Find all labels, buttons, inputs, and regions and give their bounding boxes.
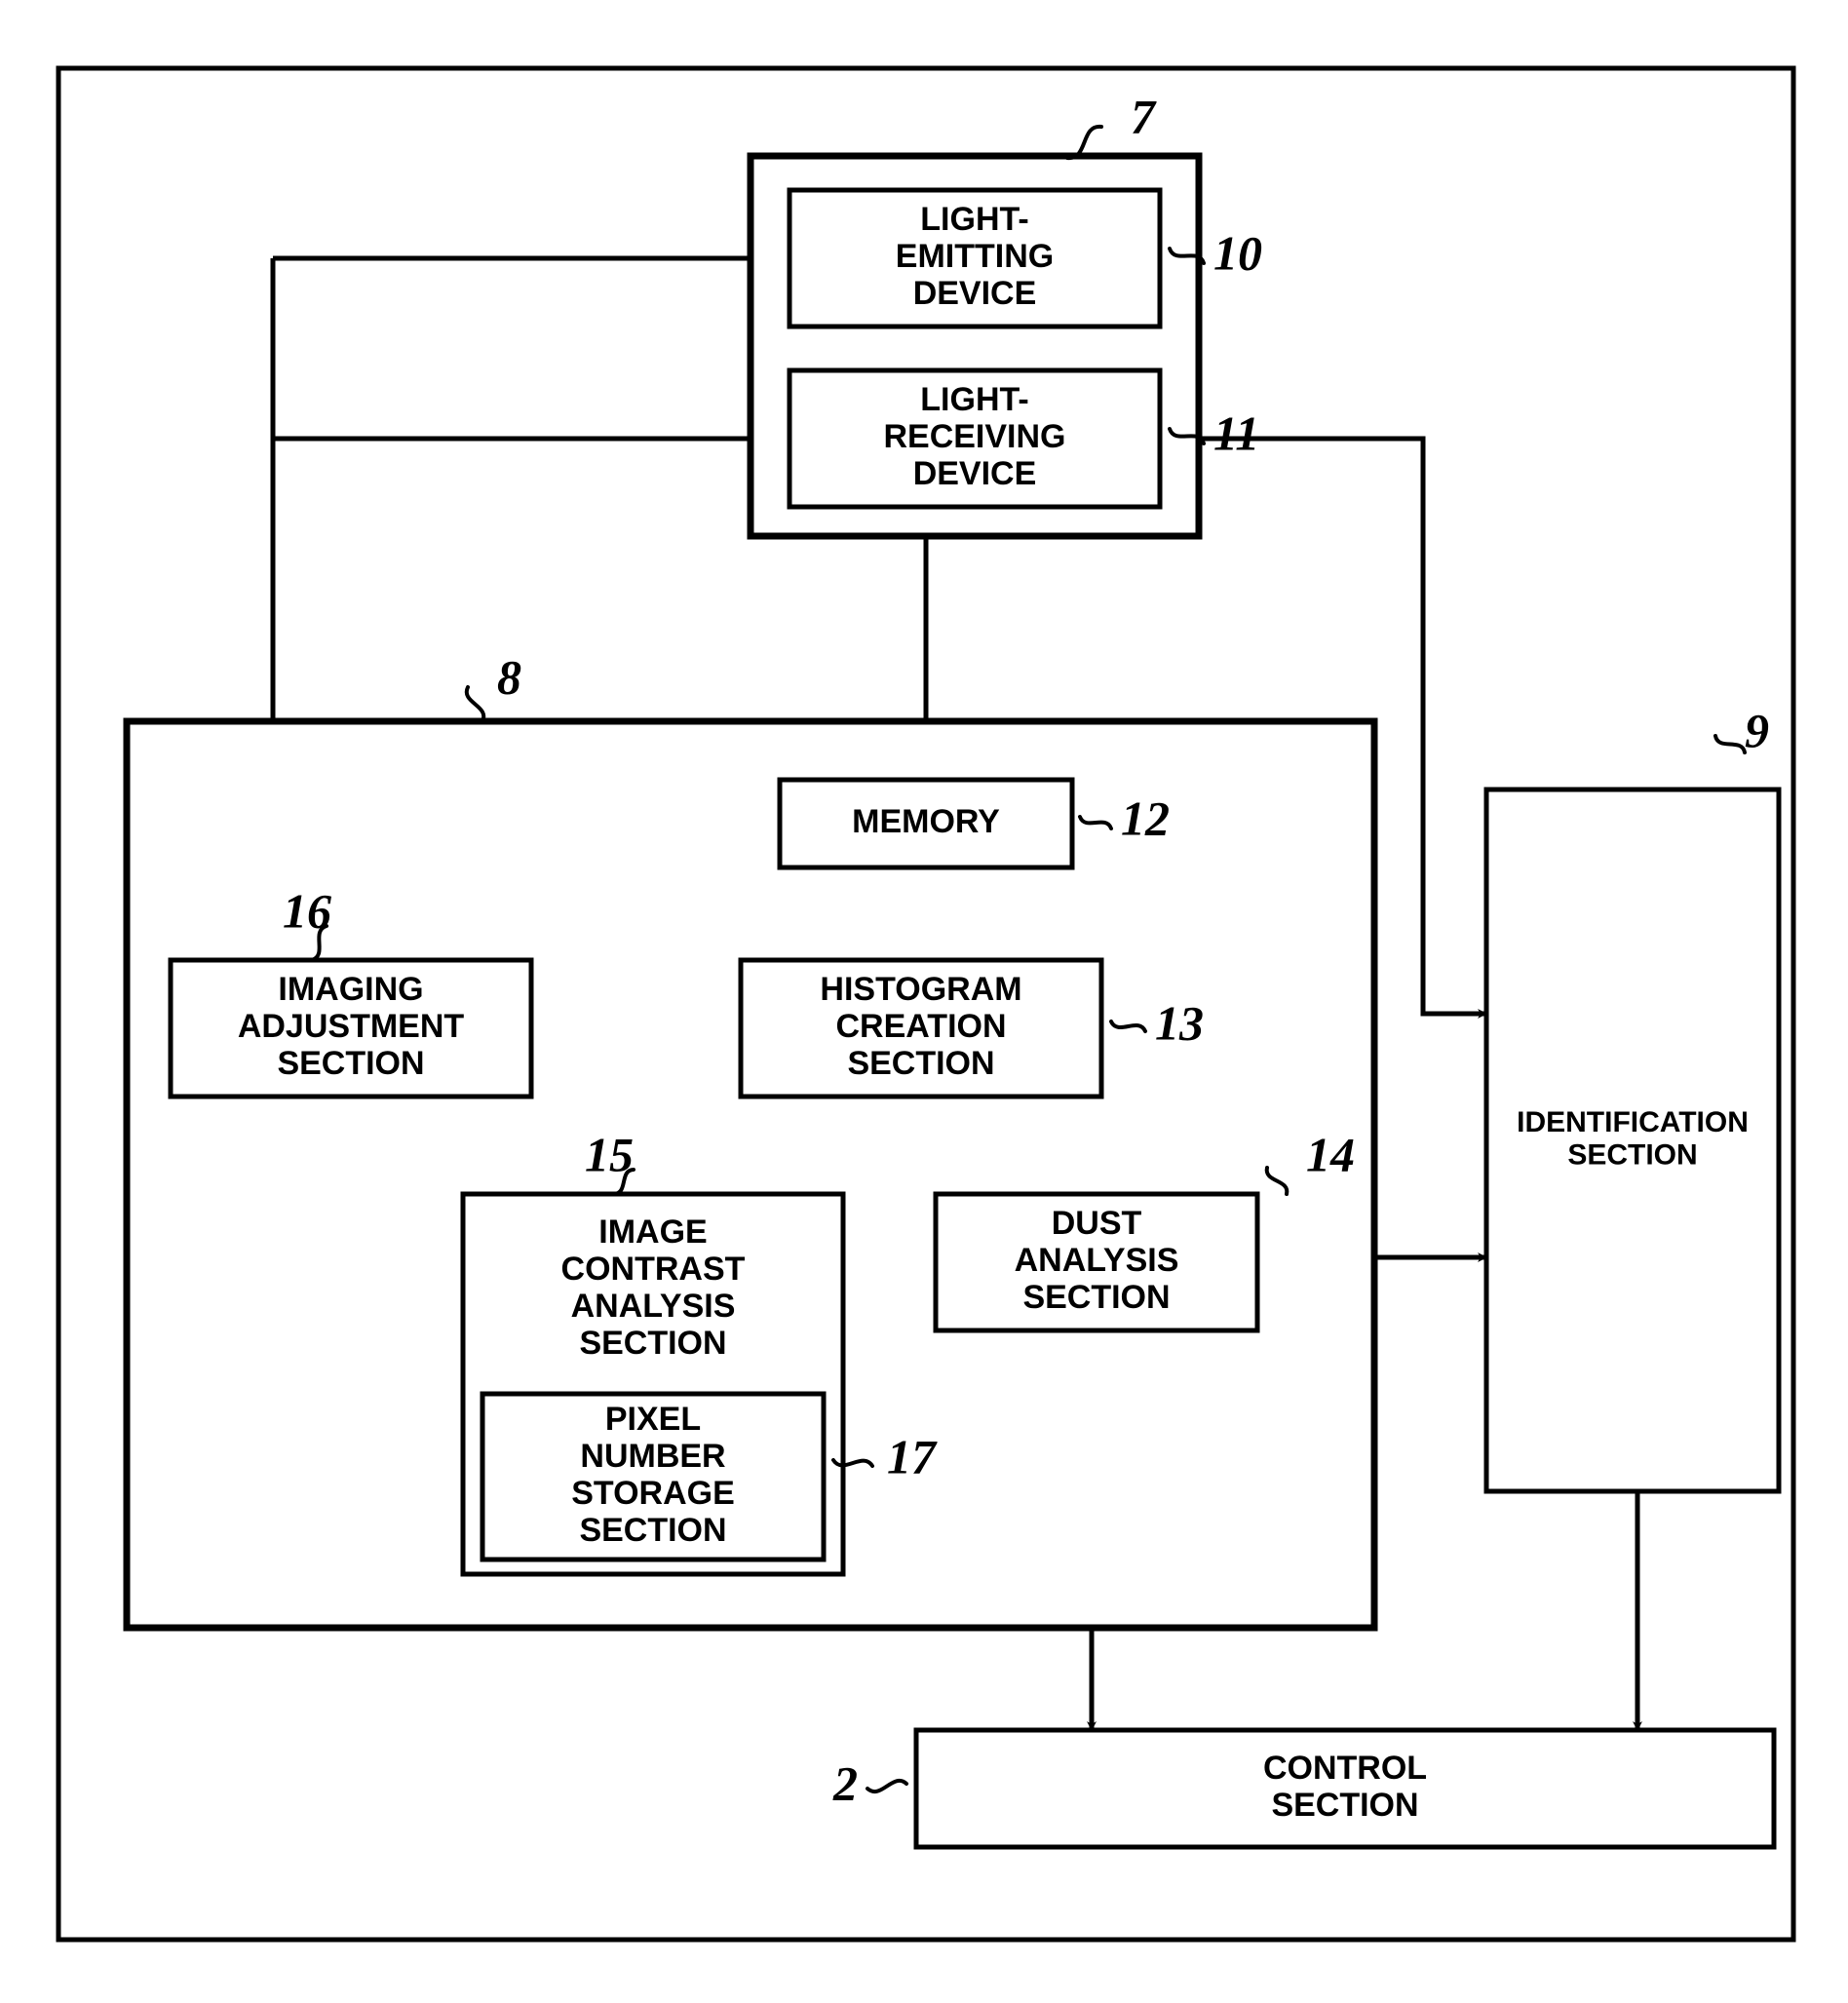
ref-8: 8 (497, 649, 521, 704)
label-13-line-2: SECTION (847, 1045, 994, 1082)
label-15-line-3: SECTION (579, 1325, 726, 1362)
label-10-line-1: EMITTING (896, 238, 1054, 275)
label-2-line-1: SECTION (1271, 1787, 1418, 1824)
label-13-line-1: CREATION (835, 1008, 1006, 1045)
label-14-line-0: DUST (1052, 1205, 1142, 1242)
ref-9: 9 (1745, 703, 1769, 757)
ref-14: 14 (1306, 1127, 1355, 1181)
label-10-line-2: DEVICE (913, 275, 1037, 312)
label-17-line-1: NUMBER (580, 1438, 725, 1475)
ref-2: 2 (832, 1755, 858, 1810)
label-9-line-1: SECTION (1567, 1139, 1697, 1172)
label-15-line-0: IMAGE (598, 1213, 707, 1251)
label-17-line-3: SECTION (579, 1512, 726, 1549)
label-11-line-0: LIGHT- (920, 381, 1028, 418)
label-10-line-0: LIGHT- (920, 201, 1028, 238)
label-11-line-1: RECEIVING (883, 418, 1065, 455)
ref-16: 16 (283, 883, 331, 938)
label-11-line-2: DEVICE (913, 455, 1037, 492)
ref-15: 15 (585, 1127, 634, 1181)
label-14-line-2: SECTION (1022, 1279, 1170, 1316)
ref-10: 10 (1213, 225, 1262, 280)
block-diagram: LIGHT-EMITTINGDEVICELIGHT-RECEIVINGDEVIC… (0, 0, 1848, 2003)
ref-7: 7 (1131, 89, 1157, 143)
ref-13: 13 (1155, 995, 1204, 1050)
ref-17: 17 (887, 1429, 938, 1483)
label-12-line-0: MEMORY (852, 803, 1000, 840)
ref-12: 12 (1121, 790, 1170, 845)
ref-11: 11 (1213, 405, 1259, 460)
label-13-line-0: HISTOGRAM (820, 971, 1021, 1008)
label-15-line-1: CONTRAST (561, 1251, 746, 1288)
label-14-line-1: ANALYSIS (1015, 1242, 1179, 1279)
label-17-line-2: STORAGE (571, 1475, 735, 1512)
label-16-line-1: ADJUSTMENT (238, 1008, 465, 1045)
label-17-line-0: PIXEL (605, 1401, 701, 1438)
label-16-line-2: SECTION (277, 1045, 424, 1082)
label-16-line-0: IMAGING (278, 971, 423, 1008)
label-9-line-0: IDENTIFICATION (1517, 1106, 1749, 1138)
label-15-line-2: ANALYSIS (571, 1288, 736, 1325)
label-2-line-0: CONTROL (1263, 1750, 1427, 1787)
